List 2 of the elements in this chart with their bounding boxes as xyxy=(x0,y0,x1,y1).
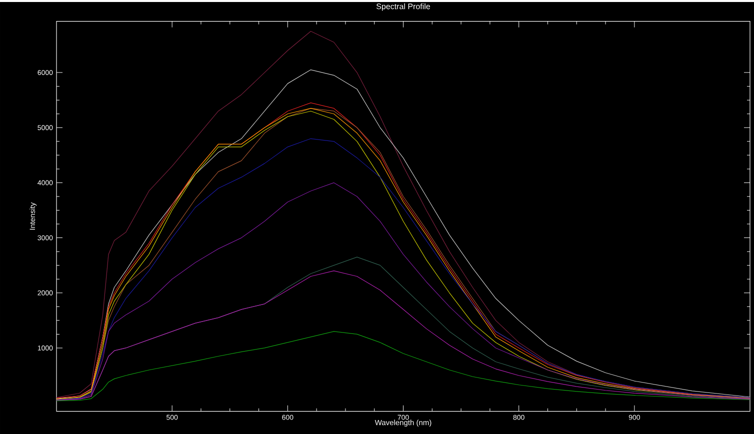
line-series xyxy=(56,182,750,400)
chart-title: Spectral Profile xyxy=(376,3,430,11)
